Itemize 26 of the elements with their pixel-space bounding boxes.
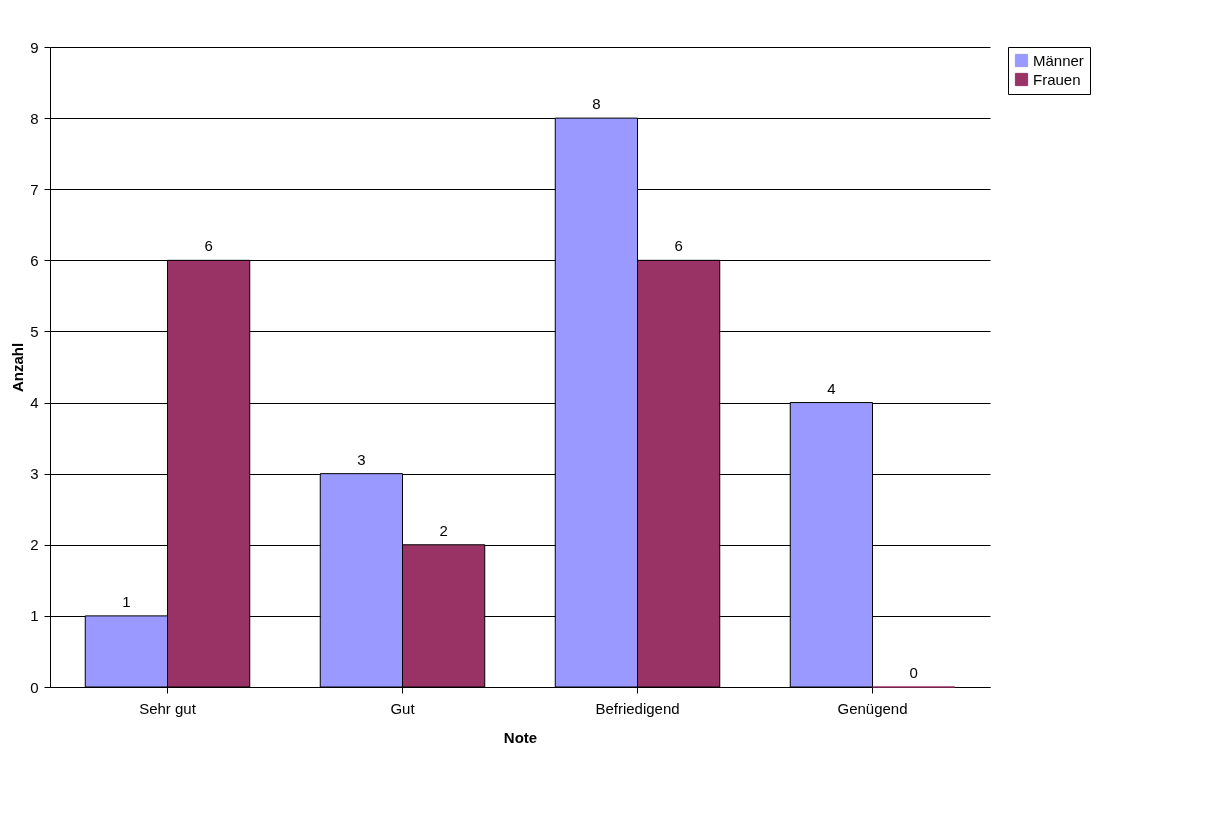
y-tick-label: 3 <box>30 465 39 483</box>
x-tick-label: Sehr gut <box>139 699 197 717</box>
y-tick-label: 1 <box>30 607 39 625</box>
data-label: 4 <box>827 379 836 397</box>
y-tick-label: 0 <box>30 678 39 696</box>
y-tick-label: 8 <box>30 109 39 127</box>
y-tick-label: 4 <box>30 394 39 412</box>
y-axis-title: Anzahl <box>9 342 27 393</box>
legend-label: Frauen <box>1033 70 1081 88</box>
x-tick-label: Befriedigend <box>595 699 680 717</box>
x-tick-label: Genügend <box>837 699 908 717</box>
y-tick-label: 9 <box>30 38 39 56</box>
y-tick-label: 7 <box>30 180 39 198</box>
y-tick-label: 2 <box>30 536 39 554</box>
data-label: 8 <box>592 95 601 113</box>
x-axis-title: Note <box>503 728 538 746</box>
x-tick-label: Gut <box>390 699 416 717</box>
data-label: 2 <box>439 521 448 539</box>
legend-label: Männer <box>1033 51 1084 69</box>
data-label: 6 <box>674 237 683 255</box>
data-label: 0 <box>909 664 918 681</box>
y-tick-label: 6 <box>30 251 39 269</box>
data-label: 6 <box>204 237 213 255</box>
data-label: 1 <box>122 592 131 610</box>
data-label: 3 <box>357 450 366 468</box>
y-tick-label: 5 <box>30 322 39 340</box>
